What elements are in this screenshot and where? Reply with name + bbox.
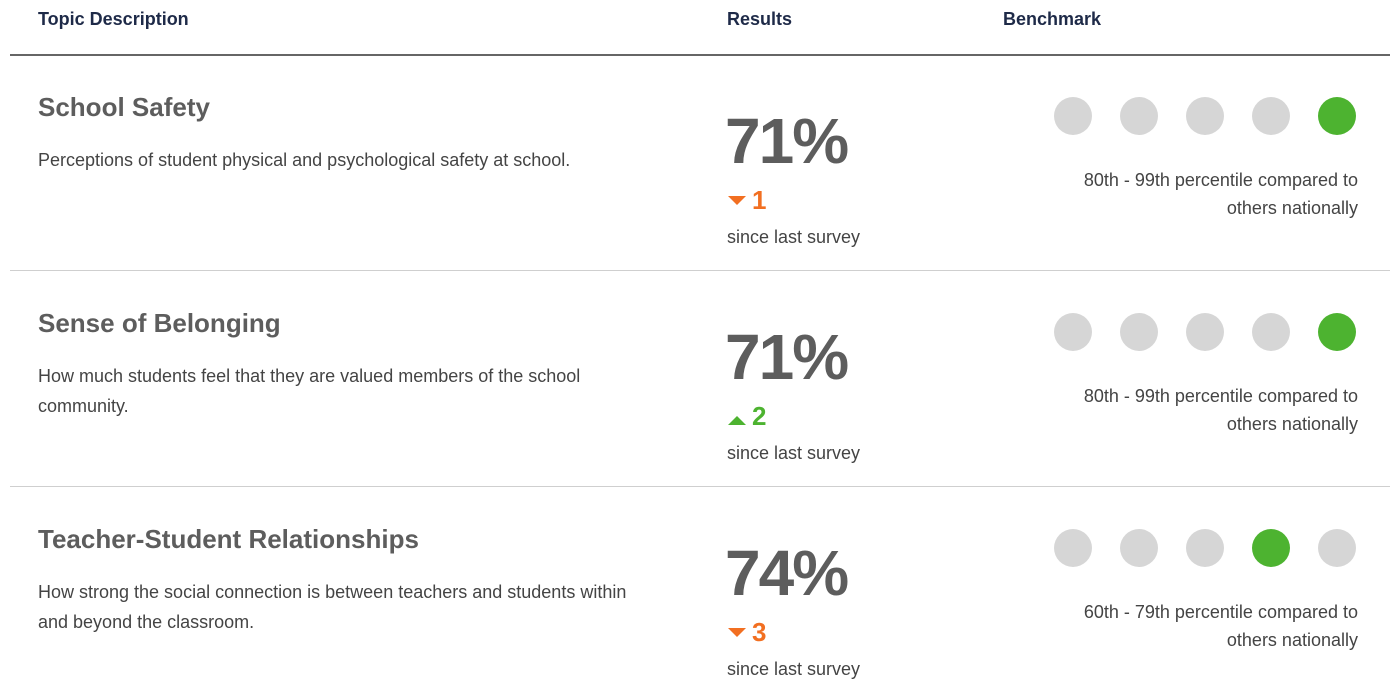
benchmark-label: 60th - 79th percentile compared to other… bbox=[1083, 602, 1358, 650]
benchmark-dot bbox=[1054, 97, 1092, 135]
benchmark-dot bbox=[1120, 529, 1158, 567]
topic-description: Perceptions of student physical and psyc… bbox=[38, 150, 571, 170]
row-rule bbox=[10, 486, 1390, 487]
column-header: Benchmark bbox=[1003, 9, 1102, 29]
result-value: 71% bbox=[725, 105, 849, 177]
topic-title: Teacher-Student Relationships bbox=[38, 524, 419, 554]
topic-description: How much students feel that they are val… bbox=[38, 366, 581, 416]
change-note: since last survey bbox=[727, 227, 861, 247]
change-note: since last survey bbox=[727, 443, 861, 463]
benchmark-dot bbox=[1252, 97, 1290, 135]
benchmark-dot bbox=[1186, 529, 1224, 567]
header-rule bbox=[10, 54, 1390, 56]
change-value: 2 bbox=[752, 401, 767, 431]
topic-title: Sense of Belonging bbox=[38, 308, 281, 338]
benchmark-dot bbox=[1318, 97, 1356, 135]
benchmark-dot bbox=[1186, 97, 1224, 135]
benchmark-dot bbox=[1054, 529, 1092, 567]
topic-description: How strong the social connection is betw… bbox=[38, 582, 627, 632]
change-value: 3 bbox=[752, 617, 767, 647]
benchmark-dot bbox=[1252, 313, 1290, 351]
change-value: 1 bbox=[752, 185, 767, 215]
benchmark-label: 80th - 99th percentile compared to other… bbox=[1083, 170, 1358, 218]
benchmark-dot bbox=[1120, 313, 1158, 351]
row-rule bbox=[10, 270, 1390, 271]
benchmark-dot bbox=[1186, 313, 1224, 351]
benchmark-label: 80th - 99th percentile compared to other… bbox=[1083, 386, 1358, 434]
change-arrow bbox=[728, 416, 746, 425]
column-header: Results bbox=[727, 9, 793, 29]
result-value: 71% bbox=[725, 321, 849, 393]
benchmark-dot bbox=[1054, 313, 1092, 351]
column-header: Topic Description bbox=[38, 9, 189, 29]
topic-title: School Safety bbox=[38, 92, 210, 122]
benchmark-dot bbox=[1252, 529, 1290, 567]
benchmark-dot bbox=[1318, 313, 1356, 351]
change-note: since last survey bbox=[727, 659, 861, 679]
benchmark-dot bbox=[1120, 97, 1158, 135]
result-value: 74% bbox=[725, 537, 849, 609]
benchmark-dot bbox=[1318, 529, 1356, 567]
change-arrow bbox=[728, 196, 746, 205]
change-arrow bbox=[728, 628, 746, 637]
